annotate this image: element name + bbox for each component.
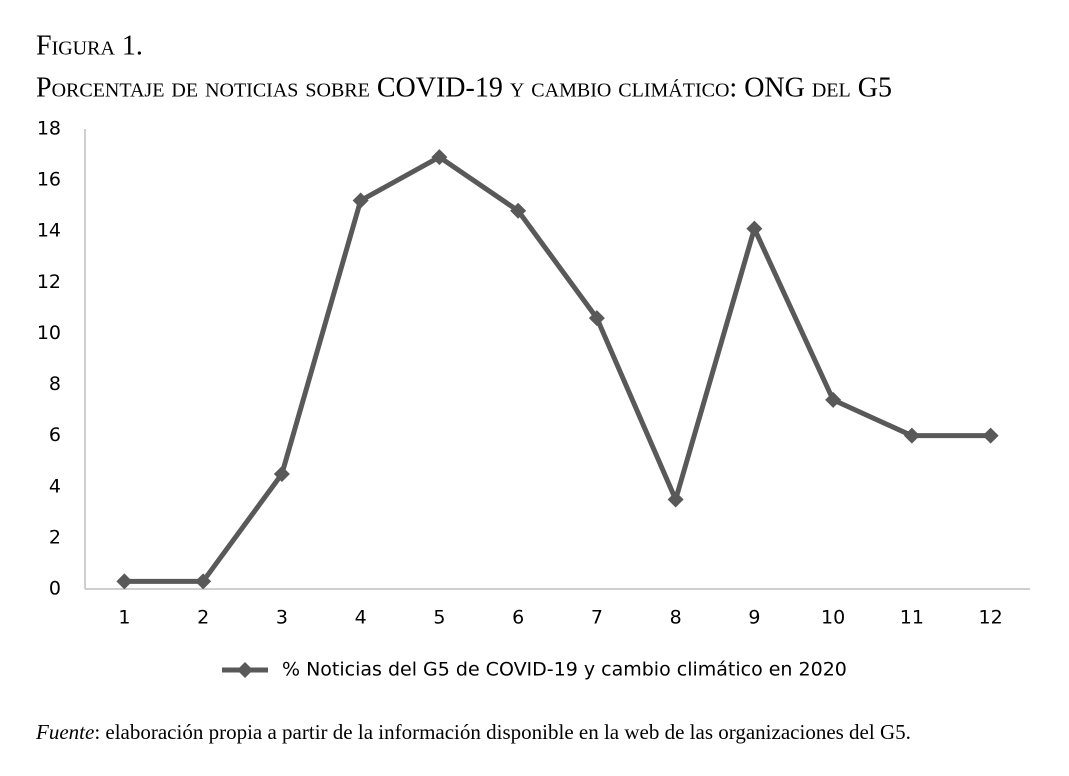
x-tick-label: 2 bbox=[197, 607, 209, 629]
y-tick-label: 16 bbox=[37, 169, 61, 191]
source-text: : elaboración propia a partir de la info… bbox=[94, 720, 911, 744]
point-marker bbox=[195, 573, 212, 590]
point-marker bbox=[510, 202, 527, 219]
legend-swatch-marker bbox=[237, 662, 253, 678]
y-tick-label: 10 bbox=[37, 322, 61, 344]
series-line bbox=[124, 154, 991, 584]
x-tick-label: 7 bbox=[591, 607, 603, 629]
y-tick-label: 8 bbox=[49, 373, 61, 395]
y-tick-label: 0 bbox=[49, 578, 61, 600]
point-marker bbox=[903, 427, 920, 444]
x-tick-label: 8 bbox=[670, 607, 682, 629]
x-tick-label: 11 bbox=[900, 607, 924, 629]
y-tick-label: 12 bbox=[37, 271, 61, 293]
x-tick-label: 5 bbox=[433, 607, 445, 629]
point-marker bbox=[116, 573, 133, 590]
x-tick-label: 1 bbox=[118, 607, 130, 629]
x-tick-label: 12 bbox=[979, 607, 1003, 629]
x-tick-label: 6 bbox=[512, 607, 524, 629]
point-marker bbox=[431, 149, 448, 166]
chart-title: Figura 1. bbox=[36, 30, 143, 61]
point-marker bbox=[825, 391, 842, 408]
y-tick-label: 4 bbox=[49, 475, 61, 497]
point-marker bbox=[352, 192, 369, 209]
point-marker bbox=[982, 427, 999, 444]
y-tick-label: 14 bbox=[37, 220, 61, 242]
x-tick-label: 9 bbox=[748, 607, 760, 629]
x-tick-label: 10 bbox=[821, 607, 845, 629]
x-tick-label: 4 bbox=[355, 607, 367, 629]
y-tick-label: 18 bbox=[37, 118, 61, 140]
point-marker bbox=[667, 491, 684, 508]
legend-label: % Noticias del G5 de COVID-19 y cambio c… bbox=[282, 659, 847, 681]
source-label: Fuente bbox=[35, 720, 94, 744]
point-marker bbox=[588, 310, 605, 327]
source-note: Fuente: elaboración propia a partir de l… bbox=[35, 720, 911, 744]
point-marker bbox=[746, 220, 763, 237]
chart-subtitle: Porcentaje de noticias sobre COVID-19 y … bbox=[36, 72, 892, 103]
y-tick-label: 6 bbox=[49, 424, 61, 446]
point-marker bbox=[273, 466, 290, 482]
y-tick-label: 2 bbox=[49, 526, 61, 548]
x-tick-label: 3 bbox=[276, 607, 288, 629]
